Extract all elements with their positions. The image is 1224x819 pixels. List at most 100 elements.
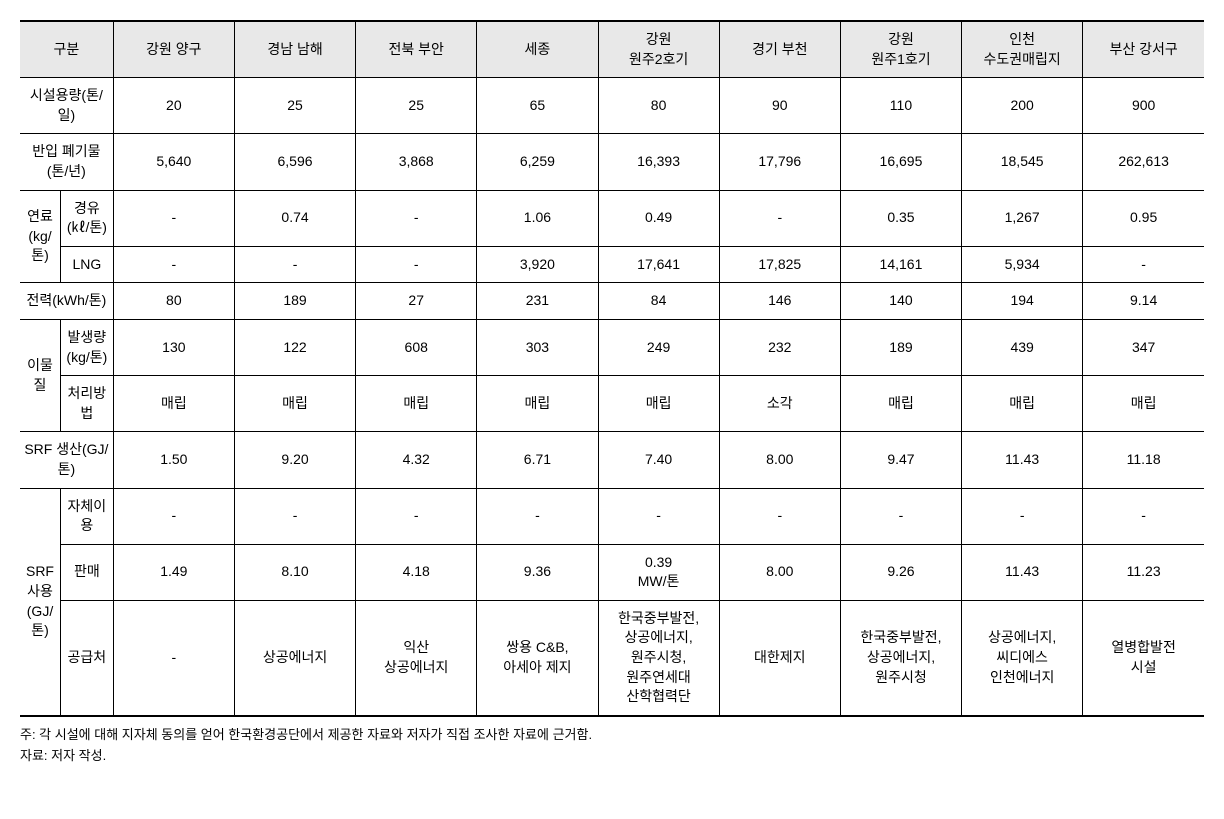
- cell: -: [234, 246, 355, 283]
- cell: 8.10: [234, 544, 355, 600]
- cell: 매립: [356, 376, 477, 432]
- cell: 9.20: [234, 432, 355, 488]
- cell: 80: [598, 78, 719, 134]
- header-loc-8: 부산 강서구: [1083, 21, 1204, 78]
- cell: 110: [840, 78, 961, 134]
- cell: 16,393: [598, 134, 719, 190]
- cell: 140: [840, 283, 961, 320]
- cell: 5,934: [962, 246, 1083, 283]
- cell: 매립: [477, 376, 598, 432]
- cell: 262,613: [1083, 134, 1204, 190]
- cell: 25: [356, 78, 477, 134]
- facility-data-table: 구분 강원 양구 경남 남해 전북 부안 세종 강원원주2호기 경기 부천 강원…: [20, 20, 1204, 717]
- cell: 900: [1083, 78, 1204, 134]
- cell: 한국중부발전,상공에너지,원주시청,원주연세대산학협력단: [598, 600, 719, 715]
- header-row: 구분 강원 양구 경남 남해 전북 부안 세종 강원원주2호기 경기 부천 강원…: [20, 21, 1204, 78]
- cell: 146: [719, 283, 840, 320]
- table-row: 판매 1.49 8.10 4.18 9.36 0.39MW/톤 8.00 9.2…: [20, 544, 1204, 600]
- cell: -: [234, 488, 355, 544]
- cell: 0.95: [1083, 190, 1204, 246]
- cell: 4.18: [356, 544, 477, 600]
- row-sub-label: 공급처: [60, 600, 113, 715]
- cell: 439: [962, 319, 1083, 375]
- cell: -: [113, 190, 234, 246]
- cell: -: [1083, 488, 1204, 544]
- header-loc-0: 강원 양구: [113, 21, 234, 78]
- row-sub-label: 경유(㎘/톤): [60, 190, 113, 246]
- cell: 232: [719, 319, 840, 375]
- cell: 20: [113, 78, 234, 134]
- cell: 1.06: [477, 190, 598, 246]
- cell: 1,267: [962, 190, 1083, 246]
- cell: 1.49: [113, 544, 234, 600]
- cell: 303: [477, 319, 598, 375]
- cell: 대한제지: [719, 600, 840, 715]
- table-row: 이물질 발생량(kg/톤) 130 122 608 303 249 232 18…: [20, 319, 1204, 375]
- cell: 90: [719, 78, 840, 134]
- cell: 9.36: [477, 544, 598, 600]
- row-group-label: SRF 사용(GJ/톤): [20, 488, 60, 716]
- cell: 9.47: [840, 432, 961, 488]
- cell: -: [113, 246, 234, 283]
- row-label: 시설용량(톤/일): [20, 78, 113, 134]
- header-loc-2: 전북 부안: [356, 21, 477, 78]
- cell: 231: [477, 283, 598, 320]
- cell: 249: [598, 319, 719, 375]
- row-sub-label: 판매: [60, 544, 113, 600]
- cell: 1.50: [113, 432, 234, 488]
- row-sub-label: 자체이용: [60, 488, 113, 544]
- cell: 194: [962, 283, 1083, 320]
- cell: -: [962, 488, 1083, 544]
- cell: 매립: [840, 376, 961, 432]
- cell: 4.32: [356, 432, 477, 488]
- cell: 84: [598, 283, 719, 320]
- cell: 6,259: [477, 134, 598, 190]
- table-row: 반입 폐기물(톤/년) 5,640 6,596 3,868 6,259 16,3…: [20, 134, 1204, 190]
- cell: 18,545: [962, 134, 1083, 190]
- cell: 608: [356, 319, 477, 375]
- cell: -: [356, 190, 477, 246]
- header-loc-4: 강원원주2호기: [598, 21, 719, 78]
- row-sub-label: 처리방법: [60, 376, 113, 432]
- cell: 9.14: [1083, 283, 1204, 320]
- cell: 122: [234, 319, 355, 375]
- cell: 3,920: [477, 246, 598, 283]
- cell: 5,640: [113, 134, 234, 190]
- header-loc-1: 경남 남해: [234, 21, 355, 78]
- cell: 9.26: [840, 544, 961, 600]
- cell: 쌍용 C&B,아세아 제지: [477, 600, 598, 715]
- footnote-note: 주: 각 시설에 대해 지자체 동의를 얻어 한국환경공단에서 제공한 자료와 …: [20, 725, 1204, 746]
- cell: -: [356, 246, 477, 283]
- cell: 11.18: [1083, 432, 1204, 488]
- cell: 0.35: [840, 190, 961, 246]
- cell: 매립: [234, 376, 355, 432]
- cell: 11.23: [1083, 544, 1204, 600]
- cell: 0.39MW/톤: [598, 544, 719, 600]
- header-loc-3: 세종: [477, 21, 598, 78]
- cell: -: [1083, 246, 1204, 283]
- table-row: SRF 사용(GJ/톤) 자체이용 - - - - - - - - -: [20, 488, 1204, 544]
- cell: -: [113, 488, 234, 544]
- cell: 6.71: [477, 432, 598, 488]
- cell: 14,161: [840, 246, 961, 283]
- row-sub-label: LNG: [60, 246, 113, 283]
- cell: 80: [113, 283, 234, 320]
- cell: 상공에너지,씨디에스인천에너지: [962, 600, 1083, 715]
- cell: 11.43: [962, 432, 1083, 488]
- cell: -: [356, 488, 477, 544]
- cell: 11.43: [962, 544, 1083, 600]
- cell: 3,868: [356, 134, 477, 190]
- row-sub-label: 발생량(kg/톤): [60, 319, 113, 375]
- table-row: SRF 생산(GJ/톤) 1.50 9.20 4.32 6.71 7.40 8.…: [20, 432, 1204, 488]
- cell: 17,641: [598, 246, 719, 283]
- cell: -: [477, 488, 598, 544]
- cell: 매립: [598, 376, 719, 432]
- table-row: 연료(kg/톤) 경유(㎘/톤) - 0.74 - 1.06 0.49 - 0.…: [20, 190, 1204, 246]
- cell: 130: [113, 319, 234, 375]
- cell: 347: [1083, 319, 1204, 375]
- row-group-label: 연료(kg/톤): [20, 190, 60, 283]
- cell: 200: [962, 78, 1083, 134]
- cell: -: [113, 600, 234, 715]
- cell: 익산상공에너지: [356, 600, 477, 715]
- cell: -: [719, 190, 840, 246]
